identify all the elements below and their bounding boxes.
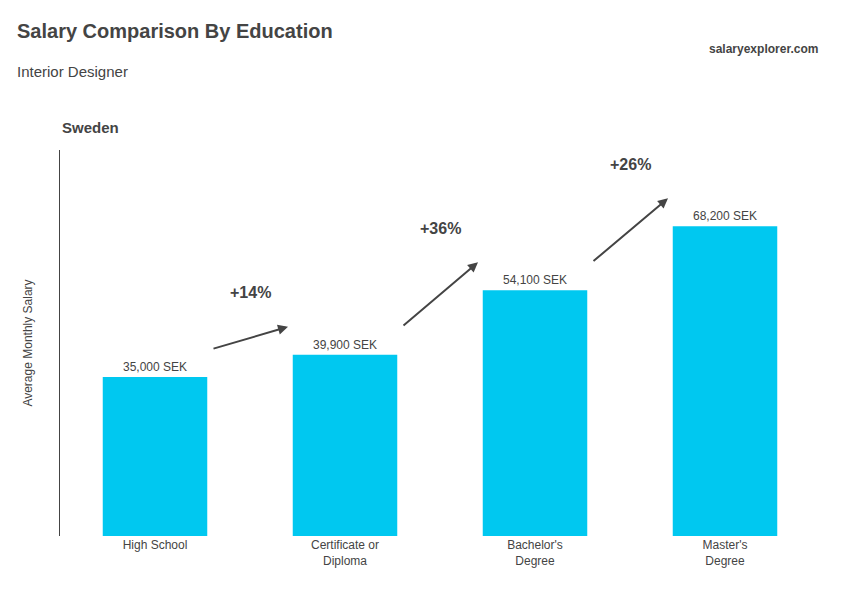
svg-text:68,200 SEK: 68,200 SEK [693, 209, 757, 223]
svg-text:salaryexplorer.com: salaryexplorer.com [709, 42, 818, 56]
svg-text:Certificate orDiploma: Certificate orDiploma [311, 538, 379, 568]
svg-text:High School: High School [123, 538, 188, 552]
svg-text:39,900 SEK: 39,900 SEK [313, 338, 377, 352]
svg-text:35,000 SEK: 35,000 SEK [123, 360, 187, 374]
svg-text:Average Monthly Salary: Average Monthly Salary [21, 279, 35, 406]
svg-text:+14%: +14% [230, 284, 271, 301]
svg-text:54,100 SEK: 54,100 SEK [503, 273, 567, 287]
svg-text:Sweden: Sweden [62, 119, 119, 136]
svg-text:Master'sDegree: Master'sDegree [703, 538, 748, 568]
svg-text:Bachelor'sDegree: Bachelor'sDegree [507, 538, 563, 568]
svg-text:+26%: +26% [610, 156, 651, 173]
svg-text:Salary Comparison By Education: Salary Comparison By Education [17, 20, 333, 42]
svg-text:+36%: +36% [420, 220, 461, 237]
svg-text:Interior Designer: Interior Designer [17, 63, 128, 80]
